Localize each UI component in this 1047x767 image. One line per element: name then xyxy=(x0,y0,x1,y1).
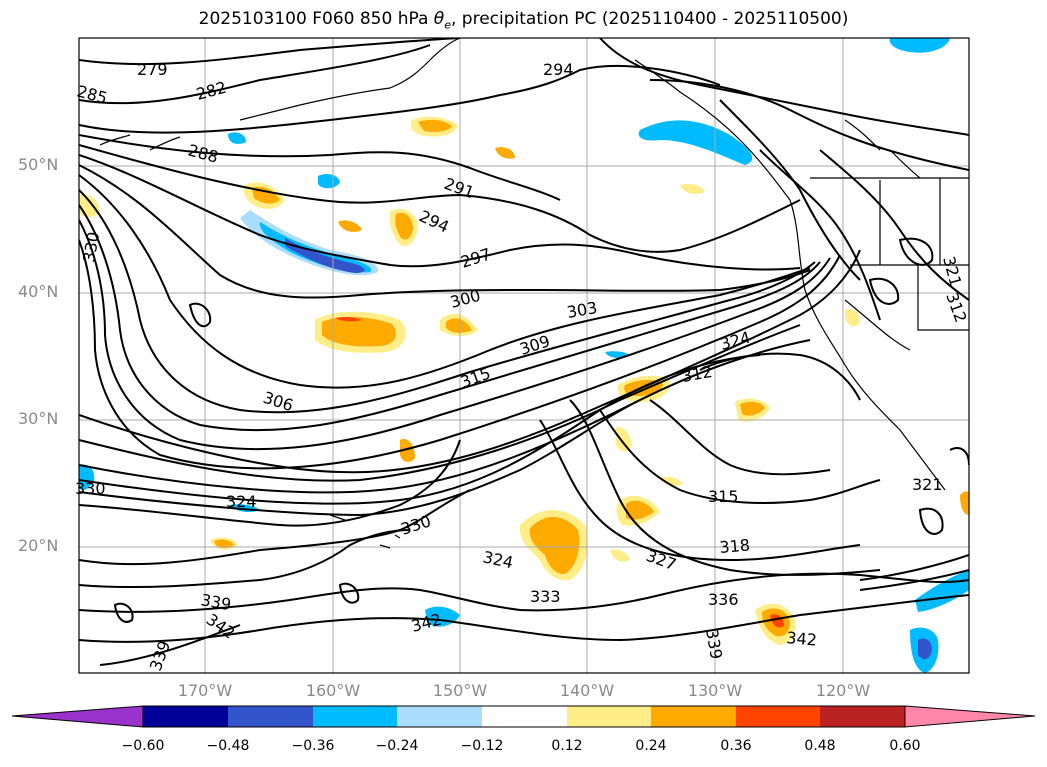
precip-pos-area xyxy=(529,516,580,575)
lon-tick-label: 130°W xyxy=(687,681,743,700)
contour-label: 330 xyxy=(398,511,433,539)
contour-label: 324 xyxy=(481,547,515,572)
colorbar-label: 0.36 xyxy=(720,738,752,754)
map-title: 2025103100 F060 850 hPa θe, precipitatio… xyxy=(198,9,849,32)
contour-label: 288 xyxy=(186,141,220,167)
precip-neg-area xyxy=(889,38,950,53)
lat-tick-label: 20°N xyxy=(18,536,59,555)
colorbar-label: 0.12 xyxy=(551,738,583,754)
contour-label: 300 xyxy=(448,286,482,312)
colorbar-bin xyxy=(736,706,820,727)
graticule xyxy=(79,38,969,673)
lon-tick-label: 160°W xyxy=(305,681,361,700)
theta-e-contours xyxy=(79,38,969,666)
lon-tick-label: 170°W xyxy=(177,681,233,700)
colorbar xyxy=(11,705,1036,728)
contour-label: 339 xyxy=(702,627,726,660)
precip-pos-area xyxy=(626,500,654,520)
precip-pos-area xyxy=(322,316,396,347)
colorbar-label: −0.60 xyxy=(121,738,165,754)
contour-label: 324 xyxy=(226,492,257,511)
contour-label: 312 xyxy=(680,362,713,386)
colorbar-label: 0.60 xyxy=(889,738,921,754)
precip-pos-area xyxy=(338,220,362,232)
contour-label: 312 xyxy=(942,290,970,325)
precip-pos-area xyxy=(610,549,630,562)
contour-label: 315 xyxy=(458,363,493,391)
colorbar-frame xyxy=(142,705,906,728)
contour-label: 291 xyxy=(442,174,477,202)
precip-neg-area xyxy=(318,174,340,189)
contour-label: 330 xyxy=(79,230,103,263)
colorbar-label: −0.12 xyxy=(460,738,504,754)
map-frame xyxy=(78,37,970,674)
coastlines xyxy=(99,38,969,549)
contour-label: 315 xyxy=(708,487,739,506)
colorbar-label: −0.36 xyxy=(291,738,335,754)
contour-label: 309 xyxy=(517,331,552,359)
lon-tick-label: 150°W xyxy=(432,681,488,700)
contour-label: 342 xyxy=(409,610,443,636)
precip-shading xyxy=(79,38,969,673)
precip-pos-area xyxy=(79,194,100,218)
precip-neg-area xyxy=(285,238,365,273)
precip-pos-area xyxy=(680,183,705,194)
precip-pos-area xyxy=(395,212,413,240)
colorbar-label: −0.24 xyxy=(375,738,419,754)
colorbar-bin xyxy=(228,706,313,727)
colorbar-label: 0.48 xyxy=(804,738,836,754)
lon-tick-label: 140°W xyxy=(559,681,615,700)
contour-label: 324 xyxy=(718,328,752,354)
colorbar-bin xyxy=(397,706,482,727)
precip-neg-area xyxy=(79,464,95,490)
contour-label: 282 xyxy=(194,78,228,104)
precip-pos-area xyxy=(400,439,415,462)
contour-label: 342 xyxy=(786,628,818,650)
contour-label: 339 xyxy=(146,638,174,673)
precip-pos-area xyxy=(845,308,860,327)
contour-label: 294 xyxy=(416,206,452,236)
lat-tick-label: 30°N xyxy=(18,409,59,428)
contour-label: 336 xyxy=(708,590,739,609)
precip-neg-area xyxy=(638,120,753,165)
colorbar-bin xyxy=(820,706,905,727)
colorbar-bin xyxy=(482,706,567,727)
contour-label: 330 xyxy=(75,479,106,498)
contour-label: 297 xyxy=(458,244,493,272)
precip-pos-area xyxy=(418,119,452,132)
colorbar-bin xyxy=(651,706,736,727)
precip-neg-area xyxy=(915,570,969,612)
contour-label-group: 279 282 285 288 291 294 294 297 300 303 … xyxy=(75,60,971,673)
lat-tick-label: 40°N xyxy=(18,282,59,301)
precip-neg-area xyxy=(259,222,372,273)
colorbar-extend-high xyxy=(904,705,1036,728)
colorbar-bin xyxy=(143,706,228,727)
colorbar-bin xyxy=(567,706,651,727)
precip-neg-area xyxy=(228,132,246,144)
lon-tick-label: 120°W xyxy=(815,681,871,700)
precip-pos-area xyxy=(214,539,234,549)
precip-pos-area xyxy=(335,316,362,322)
contour-label: 318 xyxy=(719,535,751,557)
precip-pos-area xyxy=(446,318,472,333)
colorbar-extend-low xyxy=(11,705,144,728)
precip-pos-area xyxy=(660,476,683,486)
contour-label: 279 xyxy=(137,60,168,79)
contour-label: 294 xyxy=(543,60,574,79)
precip-pos-area xyxy=(615,426,632,452)
colorbar-label: 0.24 xyxy=(635,738,667,754)
contour-label: 285 xyxy=(75,82,109,108)
contour-label: 327 xyxy=(644,546,679,574)
lat-tick-label: 50°N xyxy=(18,155,59,174)
contour-label: 333 xyxy=(530,587,561,606)
precip-pos-area xyxy=(495,147,515,159)
precip-pos-area xyxy=(740,401,765,416)
precip-pos-area xyxy=(960,491,969,515)
precip-neg-area xyxy=(918,638,932,660)
colorbar-label: −0.48 xyxy=(206,738,250,754)
contour-label: 321 xyxy=(939,254,965,288)
colorbar-bin xyxy=(313,706,397,727)
contour-label: 321 xyxy=(912,475,943,494)
